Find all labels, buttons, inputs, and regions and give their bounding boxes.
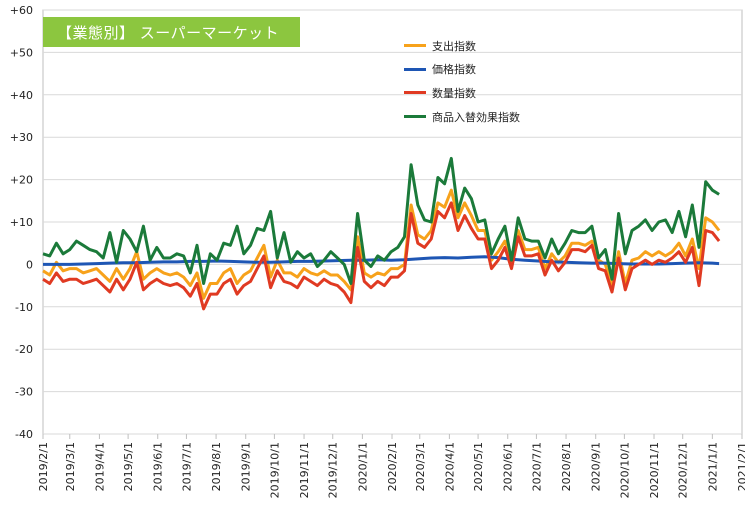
legend-swatch: [404, 44, 426, 48]
y-tick-label: -40: [15, 428, 33, 441]
x-tick-label: 2021/2/1: [736, 442, 745, 491]
legend-item: 商品入替効果指数: [404, 105, 554, 129]
legend-item: 数量指数: [404, 81, 554, 105]
x-tick-label: 2020/6/1: [502, 442, 515, 491]
x-tick-label: 2020/10/1: [618, 442, 631, 498]
chart-title-box: 【業態別】 スーパーマーケット: [43, 17, 300, 47]
y-tick-label: -20: [15, 343, 33, 356]
x-tick-label: 2019/7/1: [180, 442, 193, 491]
x-tick-label: 2019/4/1: [93, 442, 106, 491]
x-tick-label: 2020/9/1: [590, 442, 603, 491]
x-tick-label: 2021/1/1: [706, 442, 719, 491]
chart-title: 【業態別】 スーパーマーケット: [57, 23, 280, 42]
legend-label: 支出指数: [432, 39, 476, 53]
legend-swatch: [404, 91, 426, 95]
y-tick-label: +60: [10, 4, 33, 17]
x-tick-label: 2019/2/1: [37, 442, 50, 491]
y-tick-label: +40: [10, 89, 33, 102]
x-tick-label: 2019/5/1: [122, 442, 135, 491]
x-tick-label: 2019/11/1: [298, 442, 311, 498]
legend-label: 数量指数: [432, 86, 476, 100]
chart-legend: 支出指数価格指数数量指数商品入替効果指数: [404, 34, 554, 128]
legend-swatch: [404, 67, 426, 71]
x-tick-label: 2020/3/1: [414, 442, 427, 491]
x-tick-label: 2019/3/1: [64, 442, 77, 491]
legend-label: 商品入替効果指数: [432, 110, 520, 124]
x-tick-label: 2020/1/1: [356, 442, 369, 491]
x-tick-label: 2019/9/1: [240, 442, 253, 491]
y-tick-label: +50: [10, 46, 33, 59]
x-tick-label: 2020/2/1: [386, 442, 399, 491]
x-tick-label: 2020/4/1: [443, 442, 456, 491]
legend-item: 価格指数: [404, 58, 554, 82]
legend-swatch: [404, 115, 426, 119]
x-tick-label: 2019/6/1: [152, 442, 165, 491]
series-lines: [42, 156, 721, 311]
series-line: [42, 156, 720, 285]
series-line: [42, 201, 721, 311]
x-tick-label: 2020/11/1: [648, 442, 661, 498]
x-tick-label: 2019/10/1: [268, 442, 281, 498]
gridlines: [43, 9, 742, 435]
x-tick-label: 2020/12/1: [677, 442, 690, 498]
y-tick-label: +20: [10, 174, 33, 187]
y-tick-label: 0: [26, 258, 33, 271]
x-tick-label: 2020/7/1: [530, 442, 543, 491]
x-tick-label: 2020/8/1: [560, 442, 573, 491]
legend-label: 価格指数: [432, 63, 476, 77]
y-tick-label: +10: [10, 216, 33, 229]
x-tick-label: 2019/12/1: [327, 442, 340, 498]
y-axis-tick-labels: +60 +50 +40 +30 +20 +10 0 -10 -20 -30 -40: [10, 4, 33, 441]
series-line: [42, 188, 721, 300]
y-tick-label: -30: [15, 386, 33, 399]
x-tick-label: 2020/5/1: [472, 442, 485, 491]
x-axis-tick-labels: 2019/2/1 2019/3/1 2019/4/1 2019/5/1 2019/6/1…: [37, 434, 745, 498]
y-tick-label: +30: [10, 131, 33, 144]
x-tick-label: 2019/8/1: [210, 442, 223, 491]
legend-item: 支出指数: [404, 34, 554, 58]
y-tick-label: -10: [15, 301, 33, 314]
